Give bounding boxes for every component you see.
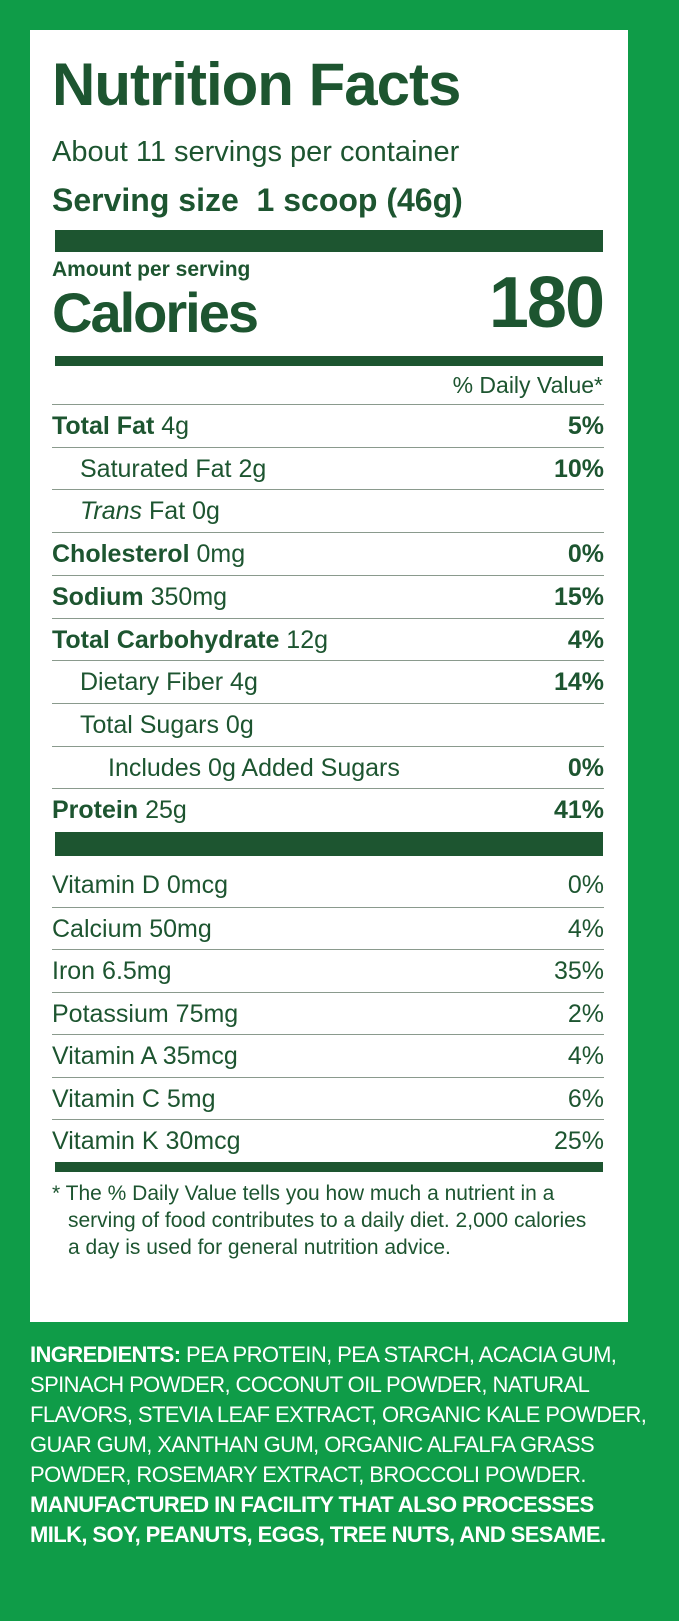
nutrient-name: Total Sugars xyxy=(80,710,219,739)
nutrient-amount: 0g xyxy=(192,497,220,526)
vitamin-dv: 6% xyxy=(567,1084,604,1113)
vitamin-name: Calcium xyxy=(52,914,143,943)
serving-size-value: 1 scoop (46g) xyxy=(256,182,463,218)
nutrient-row: Total Sugars 0g xyxy=(52,702,604,746)
vitamin-amount: 35mcg xyxy=(162,1042,238,1070)
nutrient-dv: 14% xyxy=(553,668,604,697)
vitamin-row: Potassium 75mg 2% xyxy=(52,991,604,1035)
calories-value: 180 xyxy=(488,263,605,343)
nutrient-name: Total Carbohydrate xyxy=(52,625,280,654)
nutrient-row: Protein 25g 41% xyxy=(52,788,604,831)
vitamin-name: Vitamin C xyxy=(52,1084,160,1113)
vitamin-dv: 35% xyxy=(553,957,604,985)
nutrient-dv: 10% xyxy=(553,454,604,483)
servings: About 11 servings per container xyxy=(52,136,460,168)
vitamin-amount: 50mg xyxy=(149,914,212,943)
nutrient-row: Includes 0g Added Sugars 0% xyxy=(52,745,604,789)
vitamin-row: Vitamin C 5mg 6% xyxy=(52,1076,604,1120)
amount-per-serving: Amount per serving xyxy=(52,258,251,281)
vitamin-amount: 0mcg xyxy=(166,871,229,899)
nutrient-row: Trans Fat 0g xyxy=(52,489,604,532)
ingredients-text: PEA PROTEIN, PEA STARCH, ACACIA GUM, SPI… xyxy=(30,1342,647,1487)
ingredients: INGREDIENTS: PEA PROTEIN, PEA STARCH, AC… xyxy=(30,1340,650,1490)
nutrient-amount: 2g xyxy=(238,454,267,483)
vitamin-row: Iron 6.5mg 35% xyxy=(52,949,604,992)
nutrient-name: Saturated Fat xyxy=(80,454,232,483)
nutrient-row: Total Fat 4g 5% xyxy=(52,404,604,447)
serving-size-label: Serving size xyxy=(52,182,239,218)
divider xyxy=(55,356,603,366)
vitamin-row: Vitamin A 35mcg 4% xyxy=(52,1034,604,1077)
nutrient-name: Fat xyxy=(149,497,186,526)
nutrient-dv: 5% xyxy=(567,412,604,440)
divider xyxy=(55,832,603,856)
vitamin-amount: 75mg xyxy=(175,999,239,1028)
vitamin-row: Vitamin D 0mcg 0% xyxy=(52,864,604,907)
nutrient-dv: 4% xyxy=(567,625,604,654)
nutrient-dv: 0% xyxy=(567,753,604,782)
vitamin-dv: 4% xyxy=(567,1042,604,1070)
vitamin-name: Iron xyxy=(52,957,96,985)
ingredients-label: INGREDIENTS: xyxy=(30,1342,181,1367)
nutrient-row: Sodium 350mg 15% xyxy=(52,574,604,618)
nutrient-name: Cholesterol xyxy=(52,540,190,569)
vitamin-dv: 25% xyxy=(553,1127,604,1155)
nutrient-name-italic: Trans xyxy=(80,497,143,526)
divider xyxy=(55,1162,603,1172)
title: Nutrition Facts xyxy=(52,51,461,118)
nutrient-name: Includes 0g Added Sugars xyxy=(108,753,400,782)
vitamin-name: Potassium xyxy=(52,999,169,1028)
nutrient-amount: 0mg xyxy=(196,540,246,569)
nutrient-amount: 350mg xyxy=(150,582,228,611)
serving-size: Serving size 1 scoop (46g) xyxy=(52,182,463,219)
vitamin-amount: 30mcg xyxy=(165,1127,241,1155)
ingredients-block: INGREDIENTS: PEA PROTEIN, PEA STARCH, AC… xyxy=(30,1340,650,1550)
vitamin-dv: 2% xyxy=(567,999,604,1028)
vitamin-name: Vitamin D xyxy=(52,871,160,899)
nutrient-name: Sodium xyxy=(52,582,144,611)
vitamin-name: Vitamin A xyxy=(52,1042,156,1070)
nutrient-row: Saturated Fat 2g 10% xyxy=(52,446,604,490)
nutrient-dv: 15% xyxy=(553,582,604,611)
nutrient-amount: 25g xyxy=(145,796,187,825)
nutrient-row: Cholesterol 0mg 0% xyxy=(52,532,604,575)
nutrient-amount: 0g xyxy=(225,710,254,739)
nutrient-dv: 41% xyxy=(553,796,604,825)
nutrient-name: Dietary Fiber xyxy=(80,668,224,697)
nutrient-amount: 4g xyxy=(161,412,190,440)
nutrient-amount: 4g xyxy=(230,668,258,697)
nutrient-dv: 0% xyxy=(567,540,604,569)
calories-label: Calories xyxy=(52,281,259,344)
vitamin-dv: 4% xyxy=(567,914,604,943)
nutrient-name: Total Fat xyxy=(52,412,155,440)
dv-header: % Daily Value* xyxy=(452,372,603,398)
vitamin-row: Vitamin K 30mcg 25% xyxy=(52,1119,604,1162)
footnote: * The % Daily Value tells you how much a… xyxy=(52,1182,587,1259)
nutrient-amount: 12g xyxy=(286,625,329,654)
nutrition-panel: Nutrition Facts About 11 servings per co… xyxy=(30,30,628,1322)
vitamin-dv: 0% xyxy=(567,871,604,899)
vitamin-amount: 5mg xyxy=(166,1084,216,1113)
nutrient-name: Protein xyxy=(52,796,139,825)
vitamin-amount: 6.5mg xyxy=(102,957,172,985)
divider xyxy=(55,230,603,252)
vitamin-name: Vitamin K xyxy=(52,1127,159,1155)
nutrient-row: Dietary Fiber 4g 14% xyxy=(52,660,604,703)
vitamin-row: Calcium 50mg 4% xyxy=(52,906,604,950)
nutrient-row: Total Carbohydrate 12g 4% xyxy=(52,617,604,661)
allergen: MANUFACTURED IN FACILITY THAT ALSO PROCE… xyxy=(30,1492,606,1547)
